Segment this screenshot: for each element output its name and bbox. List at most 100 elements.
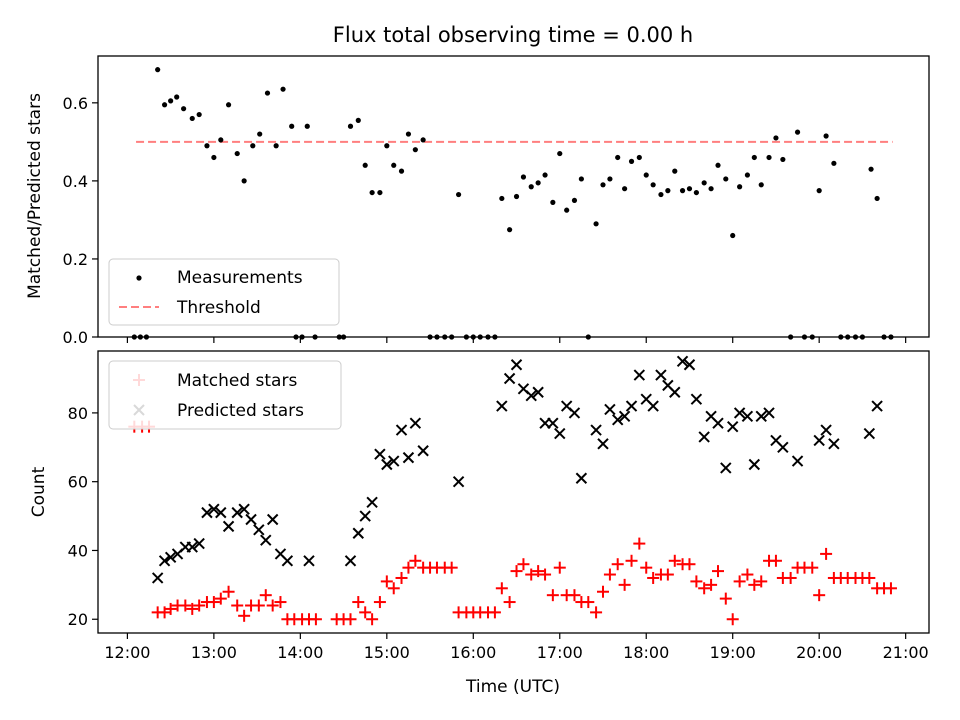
predicted-star-point [395, 424, 408, 436]
x-b [402, 451, 415, 464]
x-b [193, 537, 205, 550]
bottom-y-tick-label: 40 [68, 541, 88, 560]
predicted-star-point [633, 369, 646, 381]
predicted-star-point [215, 506, 227, 519]
measurement-point [665, 188, 671, 194]
predicted-star-point [352, 527, 364, 539]
predicted-star-point [712, 417, 724, 429]
predicted-star-point [647, 400, 659, 412]
measurement-point [715, 162, 721, 168]
x-b [510, 359, 523, 371]
predicted-star-point [676, 355, 689, 368]
x-axis-label: Time (UTC) [465, 677, 560, 697]
x-b [871, 400, 883, 412]
measurement-point [377, 189, 383, 196]
predicted-star-point [597, 438, 609, 450]
matched-star-point [647, 571, 660, 584]
matched-star-point [733, 575, 746, 588]
x-b [388, 455, 400, 467]
predicted-star-point [690, 393, 703, 405]
x-b [281, 555, 294, 567]
predicted-star-point [366, 496, 378, 509]
measurement-point [658, 191, 664, 198]
matched-star-point [274, 596, 287, 609]
x-b [604, 403, 616, 416]
matched-star-point [395, 571, 408, 584]
predicted-star-point [374, 448, 386, 460]
measurement-point [420, 137, 426, 143]
axes-frames [97, 55, 930, 634]
predicted-star-point [164, 551, 177, 564]
measurement-point [636, 154, 642, 161]
x-b [359, 510, 371, 522]
top-y-tick-label: 0.6 [63, 94, 88, 113]
measurement-point [211, 154, 217, 161]
matched-star-point [488, 606, 501, 619]
x-b [260, 534, 272, 546]
predicted-star-point [625, 400, 638, 412]
measurement-point [643, 172, 649, 178]
matched-star-point [611, 558, 624, 571]
x-b [733, 407, 746, 419]
matched-star-point [259, 589, 272, 602]
x-tick-label: 19:00 [710, 643, 756, 662]
x-tick-label: 16:00 [450, 643, 496, 662]
x-b [409, 417, 422, 429]
x-b [568, 407, 581, 419]
measurement-point [234, 150, 240, 157]
measurement-point [398, 168, 405, 174]
measurement-point [831, 160, 837, 166]
bottom-y-tick-label: 60 [68, 473, 88, 492]
matched-star-point [719, 592, 732, 605]
measurement-point [650, 182, 656, 188]
x-b [547, 417, 559, 429]
matched-star-point [806, 561, 819, 574]
matched-star-point [726, 613, 739, 626]
bottom-legend [108, 360, 342, 430]
measurement-point [773, 135, 779, 141]
matched-star-point [863, 571, 876, 584]
matched-star-point [532, 565, 545, 578]
matched-star-point [252, 599, 265, 612]
measurement-point [686, 186, 693, 192]
predicted-star-point [222, 520, 235, 533]
predicted-star-point [303, 555, 315, 567]
predicted-star-point [417, 445, 429, 457]
x-b [676, 355, 689, 368]
bottom-y-tick-label: 80 [68, 404, 88, 423]
x-b [517, 383, 530, 395]
matched-star-point [539, 568, 552, 581]
x-b [777, 441, 789, 453]
matched-star-point [784, 571, 797, 584]
measurement-point [693, 189, 699, 196]
predicted-star-point [618, 410, 631, 423]
top-panel: 0.0 0.2 0.4 0.6 [63, 94, 907, 347]
predicted-star-point [871, 400, 883, 412]
predicted-star-point [281, 555, 294, 567]
x-b [452, 475, 465, 488]
predicted-star-point [820, 424, 832, 436]
matched-star-point [668, 554, 681, 567]
predicted-star-point [452, 475, 465, 488]
predicted-star-point [245, 513, 257, 526]
chart-marks [128, 67, 897, 626]
x-b [611, 414, 624, 426]
measurement-point [155, 67, 161, 73]
x-b [266, 513, 279, 526]
measurement-point [369, 189, 375, 196]
x-b [828, 438, 840, 450]
top-legend [108, 258, 340, 326]
matched-star-point [222, 585, 235, 598]
measurement-point [672, 168, 678, 174]
x-b [662, 379, 674, 392]
x-b [575, 472, 588, 484]
measurement-point [557, 150, 563, 157]
x-tick-label: 20:00 [796, 643, 842, 662]
predicted-star-point [554, 427, 566, 440]
measurement-point [679, 188, 686, 194]
x-b [597, 438, 609, 450]
measurement-point [513, 193, 520, 200]
top-y-axis-label: Matched/Predicted stars [25, 93, 45, 299]
top-y-tick-label: 0.4 [63, 172, 88, 191]
